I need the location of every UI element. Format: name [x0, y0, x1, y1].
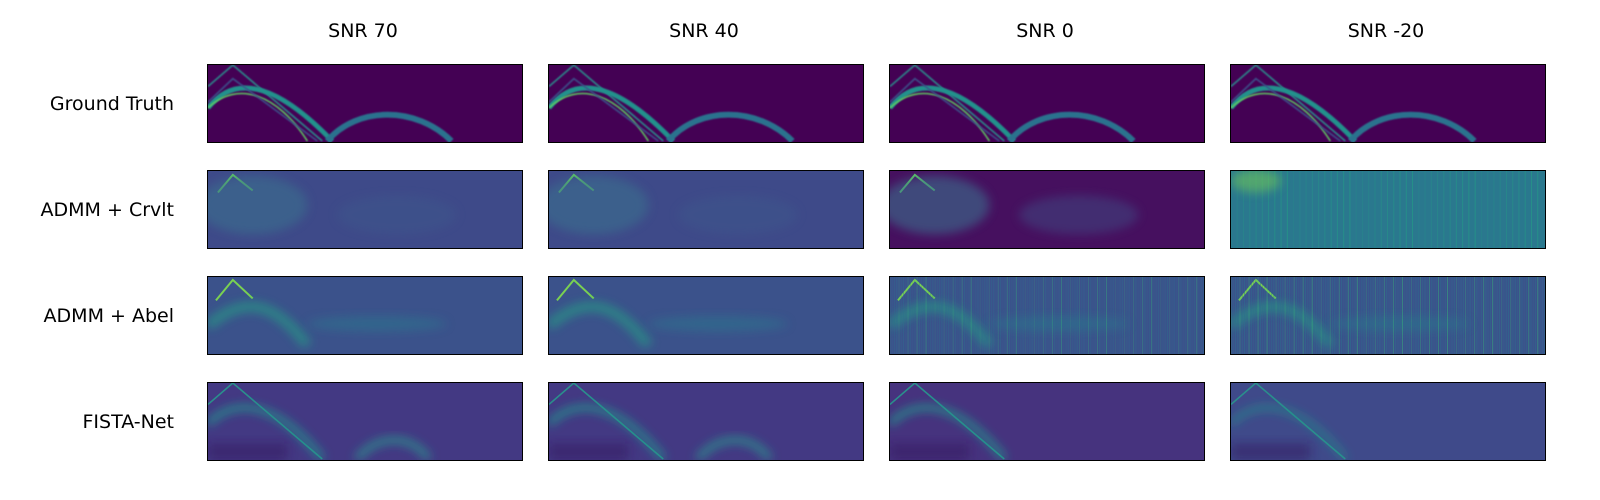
panel-ground-truth-snr-minus-20	[1230, 64, 1546, 143]
panel-admm-crvlt-snr-70	[207, 170, 523, 249]
column-title-snr-70: SNR 70	[204, 19, 522, 43]
panel-admm-abel-snr-70	[207, 276, 523, 355]
row-title-ground-truth: Ground Truth	[0, 92, 174, 116]
panel-image	[549, 65, 863, 142]
panel-admm-crvlt-snr-40	[548, 170, 864, 249]
panel-image	[890, 65, 1204, 142]
panel-image	[208, 65, 522, 142]
panel-image	[549, 277, 863, 354]
panel-admm-crvlt-snr-minus-20	[1230, 170, 1546, 249]
panel-admm-abel-snr-40	[548, 276, 864, 355]
panel-ground-truth-snr-0	[889, 64, 1205, 143]
panel-image	[890, 171, 1204, 248]
panel-image	[1231, 65, 1545, 142]
panel-ground-truth-snr-40	[548, 64, 864, 143]
panel-image	[1231, 171, 1545, 248]
panel-image	[549, 383, 863, 460]
column-title-snr-minus-20: SNR -20	[1227, 19, 1545, 43]
panel-image	[890, 277, 1204, 354]
panel-image	[1231, 277, 1545, 354]
panel-image	[890, 383, 1204, 460]
panel-image	[549, 171, 863, 248]
row-title-admm-crvlt: ADMM + Crvlt	[0, 198, 174, 222]
panel-image	[208, 277, 522, 354]
panel-admm-abel-snr-0	[889, 276, 1205, 355]
panel-ground-truth-snr-70	[207, 64, 523, 143]
panel-fista-net-snr-70	[207, 382, 523, 461]
panel-image	[208, 383, 522, 460]
row-title-fista-net: FISTA-Net	[0, 410, 174, 434]
panel-image	[1231, 383, 1545, 460]
panel-fista-net-snr-minus-20	[1230, 382, 1546, 461]
panel-admm-crvlt-snr-0	[889, 170, 1205, 249]
panel-image	[208, 171, 522, 248]
column-title-snr-40: SNR 40	[545, 19, 863, 43]
row-title-admm-abel: ADMM + Abel	[0, 304, 174, 328]
panel-admm-abel-snr-minus-20	[1230, 276, 1546, 355]
column-title-snr-0: SNR 0	[886, 19, 1204, 43]
panel-fista-net-snr-40	[548, 382, 864, 461]
panel-fista-net-snr-0	[889, 382, 1205, 461]
